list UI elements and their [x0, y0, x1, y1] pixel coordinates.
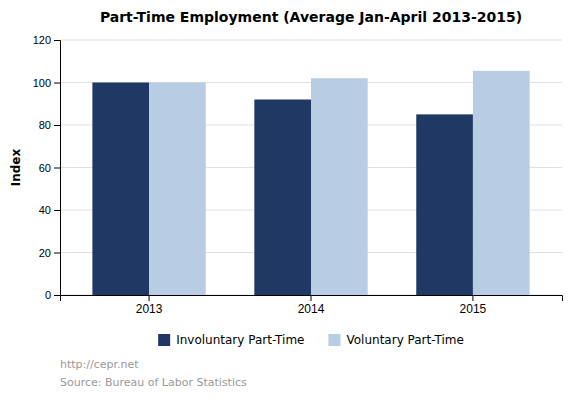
plot: 0 20 40 60 80 100 120 2013 2014 2015	[33, 34, 563, 316]
legend-label: Voluntary Part-Time	[346, 333, 463, 347]
y-tick-mark	[54, 210, 60, 211]
y-axis-line	[54, 41, 61, 296]
y-tick-mark	[54, 295, 60, 296]
y-tick-mark	[54, 40, 60, 41]
bar	[149, 83, 206, 296]
y-tick: 40	[39, 204, 60, 216]
x-tick-mark	[472, 295, 473, 301]
y-tick: 0	[45, 289, 60, 301]
y-axis: 0 20 40 60 80 100 120	[33, 34, 61, 301]
bar	[254, 100, 311, 296]
title: Part-Time Employment (Average Jan-April …	[100, 9, 522, 25]
y-tick: 100	[33, 77, 60, 89]
y-tick-label: 0	[45, 289, 51, 301]
legend: Involuntary Part-Time Voluntary Part-Time	[158, 333, 464, 347]
bar	[473, 71, 530, 295]
x-tick-label: 2015	[460, 302, 487, 316]
bar	[416, 114, 473, 295]
footnote: Source: Bureau of Labor Statistics	[60, 376, 247, 389]
grid-line	[60, 40, 562, 41]
y-tick-label: 80	[39, 119, 51, 131]
y-tick: 60	[39, 162, 60, 174]
y-tick: 20	[39, 247, 60, 259]
y-tick-mark	[54, 253, 60, 254]
footnotes: http://cepr.net Source: Bureau of Labor S…	[60, 358, 247, 389]
y-tick-mark	[54, 83, 60, 84]
y-tick-mark	[54, 168, 60, 169]
x-axis: 2013 2014 2015	[61, 295, 563, 316]
x-tick: 2014	[298, 295, 325, 316]
legend-label: Involuntary Part-Time	[176, 333, 304, 347]
y-tick-label: 40	[39, 204, 51, 216]
x-tick-label: 2014	[298, 302, 325, 316]
x-tick-mark	[149, 295, 150, 301]
y-tick-mark	[54, 125, 60, 126]
x-axis-line	[61, 296, 563, 302]
bar	[311, 78, 368, 295]
bar-series	[149, 71, 530, 295]
legend-item: Involuntary Part-Time	[158, 333, 304, 347]
y-tick-label: 60	[39, 162, 51, 174]
y-tick-label: 20	[39, 247, 51, 259]
chart: 0 20 40 60 80 100 120 2013 2014 2015 Part-Time Emp…	[0, 0, 582, 400]
y-tick: 80	[39, 119, 60, 131]
y-tick-label: 100	[33, 77, 51, 89]
footnote: http://cepr.net	[60, 358, 139, 371]
bar-series	[92, 83, 473, 296]
legend-item: Voluntary Part-Time	[328, 333, 463, 347]
x-tick: 2013	[136, 295, 163, 316]
y-tick: 120	[33, 34, 60, 46]
grid	[60, 40, 562, 295]
y-tick-label: 120	[33, 34, 51, 46]
bar	[92, 83, 149, 296]
y-axis-title: Index	[9, 149, 23, 187]
legend-swatch	[158, 334, 170, 346]
x-tick: 2015	[460, 295, 487, 316]
bars	[92, 71, 529, 295]
x-tick-label: 2013	[136, 302, 163, 316]
x-tick-mark	[311, 295, 312, 301]
legend-swatch	[328, 334, 340, 346]
